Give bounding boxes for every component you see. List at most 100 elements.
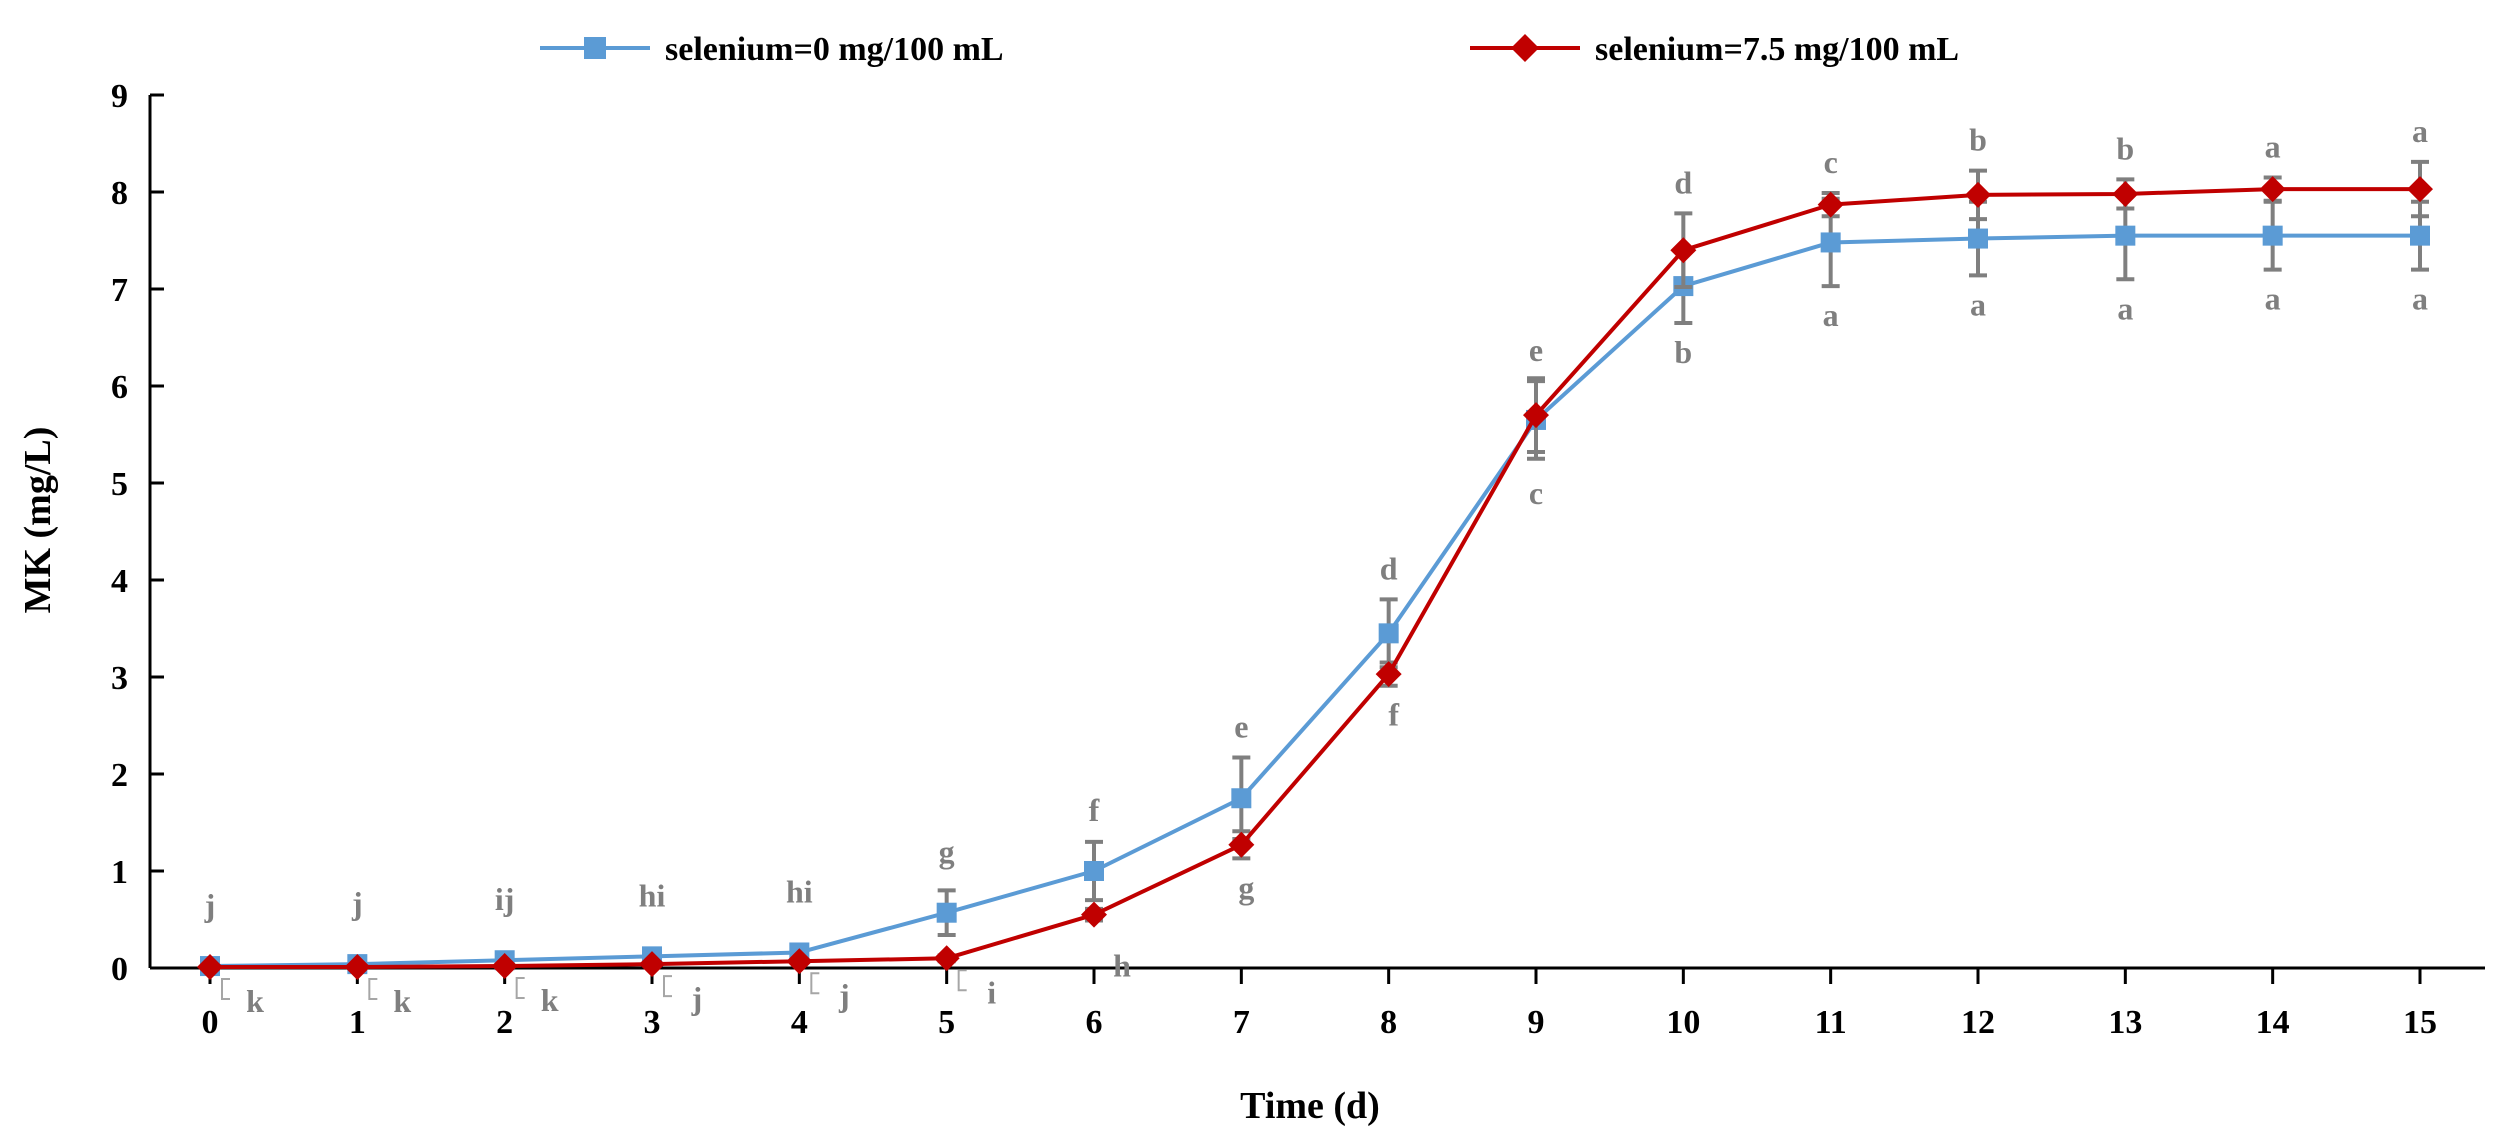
sig-label-control: j	[351, 885, 363, 921]
sig-label-selenium: j	[838, 977, 850, 1013]
legend-label-control: selenium=0 mg/100 mL	[665, 31, 1004, 68]
data-point-control	[1231, 788, 1252, 809]
sig-label-control: a	[1823, 297, 1839, 333]
sig-label-control: hi	[786, 873, 813, 909]
sig-label-control: e	[1529, 332, 1543, 368]
data-point-selenium	[1523, 402, 1549, 429]
data-point-control	[1084, 861, 1104, 881]
sig-label-control: hi	[639, 877, 666, 913]
y-tick-label: 9	[111, 78, 128, 115]
sig-label-control: a	[2412, 281, 2428, 317]
y-tick-label: 4	[111, 563, 128, 600]
sig-leader-selenium	[221, 978, 230, 1001]
sig-leader-selenium	[515, 977, 525, 1000]
sig-label-control: d	[1380, 550, 1398, 586]
x-tick-label: 6	[1086, 1004, 1103, 1041]
data-point-selenium	[1817, 191, 1844, 218]
series-control	[200, 190, 2430, 977]
data-point-control	[1820, 232, 1841, 253]
sig-leader-selenium	[957, 969, 967, 992]
sig-label-selenium: a	[2412, 113, 2428, 149]
data-point-control	[2115, 225, 2136, 246]
data-point-control	[1378, 623, 1399, 644]
legend-label-selenium: selenium=7.5 mg/100 mL	[1595, 31, 1959, 68]
sig-label-selenium: k	[246, 983, 264, 1019]
data-point-selenium	[2112, 180, 2139, 207]
y-tick-label: 1	[111, 854, 128, 891]
x-tick-label: 14	[2256, 1004, 2290, 1041]
x-tick-label: 7	[1233, 1004, 1250, 1041]
series-line-control	[209, 233, 2420, 969]
x-tick-label: 3	[644, 1004, 661, 1041]
sig-label-selenium: g	[1238, 869, 1254, 905]
data-point-selenium	[197, 954, 223, 981]
sig-label-selenium: k	[393, 983, 411, 1019]
y-tick-label: 0	[111, 951, 128, 988]
series-selenium	[197, 159, 2433, 981]
y-tick-label: 2	[111, 757, 128, 794]
data-point-selenium	[933, 945, 960, 972]
sig-label-control: a	[2117, 290, 2133, 326]
sig-label-selenium: c	[1529, 475, 1543, 511]
data-point-control	[936, 902, 957, 923]
legend-item-selenium: selenium=7.5 mg/100 mL	[1470, 31, 1959, 68]
y-tick-label: 6	[111, 369, 128, 406]
sig-label-selenium: i	[987, 974, 996, 1010]
sig-label-control: j	[204, 887, 216, 923]
data-point-control	[2410, 225, 2430, 246]
sig-label-control: a	[1970, 286, 1986, 322]
sig-label-control: f	[1089, 792, 1100, 828]
sig-label-control: e	[1234, 709, 1248, 745]
sig-label-selenium: h	[1113, 948, 1131, 984]
y-axis-title: MK (mg/L)	[17, 427, 59, 614]
sig-label-selenium: k	[541, 982, 559, 1018]
sig-label-selenium: a	[2265, 128, 2281, 164]
legend-item-control: selenium=0 mg/100 mL	[540, 31, 1004, 68]
data-point-selenium	[344, 954, 371, 981]
data-point-selenium	[491, 953, 518, 980]
x-tick-label: 2	[496, 1004, 513, 1041]
data-point-selenium	[1670, 237, 1697, 264]
y-tick-label: 5	[111, 466, 128, 503]
sig-label-control: b	[1674, 334, 1692, 370]
x-tick-label: 10	[1666, 1004, 1700, 1041]
legend-marker-selenium	[1511, 34, 1539, 62]
x-tick-label: 9	[1528, 1004, 1545, 1041]
x-tick-label: 1	[349, 1004, 366, 1041]
sig-leader-selenium	[368, 978, 378, 1001]
data-point-selenium	[2407, 176, 2433, 203]
sig-label-control: g	[939, 834, 955, 870]
x-tick-label: 5	[938, 1004, 955, 1041]
data-point-selenium	[1965, 181, 1991, 208]
y-tick-label: 7	[111, 272, 128, 309]
x-tick-label: 13	[2108, 1004, 2142, 1041]
data-point-selenium	[1228, 831, 1255, 858]
significance-labels: j j ij hi hi g f e d e b a a a a a k k k j j i h g f c d c b b a a	[204, 113, 2428, 1019]
x-tick-label: 11	[1815, 1004, 1847, 1041]
sig-label-control: ij	[495, 881, 515, 917]
data-point-selenium	[786, 948, 813, 975]
x-tick-label: 8	[1380, 1004, 1397, 1041]
sig-label-selenium: f	[1388, 697, 1399, 733]
x-tick-label: 0	[202, 1004, 219, 1041]
x-tick-label: 12	[1961, 1004, 1995, 1041]
sig-label-selenium: b	[1969, 122, 1987, 158]
sig-leader-selenium	[810, 972, 820, 995]
y-tick-label: 8	[111, 175, 128, 212]
series-line-selenium	[210, 187, 2420, 970]
data-point-selenium	[1375, 661, 1402, 688]
data-point-control	[1968, 228, 1988, 249]
data-point-control	[2262, 225, 2283, 246]
legend-marker-control	[584, 37, 606, 59]
data-point-selenium	[1081, 901, 1107, 928]
sig-label-selenium: j	[691, 980, 703, 1016]
data-point-selenium	[2259, 176, 2286, 203]
sig-label-control: a	[2265, 281, 2281, 317]
sig-label-selenium: c	[1824, 144, 1838, 180]
x-axis-title: Time (d)	[1240, 1085, 1380, 1127]
plot-area: j j ij hi hi g f e d e b a a a a a k k k j j i h g f c d c b b a a	[197, 113, 2433, 1019]
x-tick-label: 15	[2403, 1004, 2437, 1041]
sig-leader-selenium	[663, 975, 672, 998]
